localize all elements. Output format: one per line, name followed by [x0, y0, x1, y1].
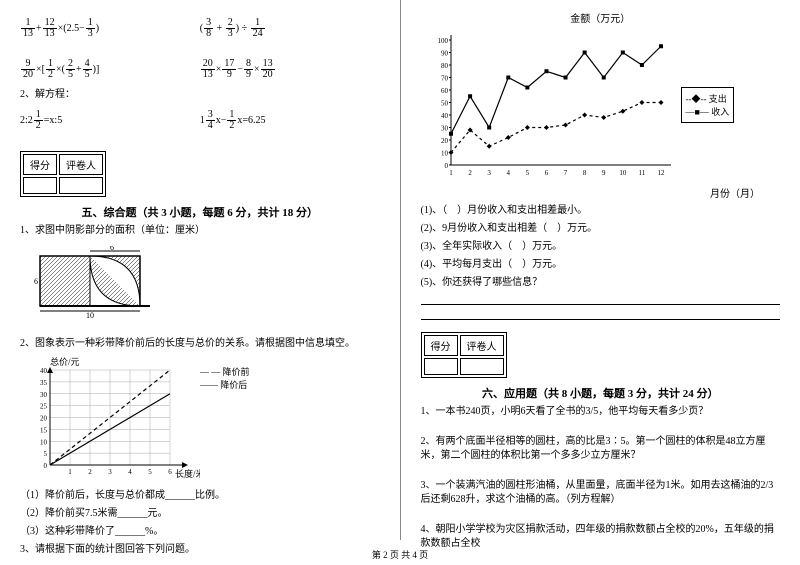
svg-text:6: 6	[168, 468, 172, 476]
svg-text:12: 12	[657, 169, 665, 177]
answer-line-2	[421, 309, 781, 320]
expr-1b: (38 + 23) ÷ 124	[200, 18, 380, 39]
svg-text:60: 60	[441, 87, 449, 95]
q5-2-1: （1）降价前后，长度与总价都成______比例。	[20, 489, 380, 503]
section-5-title: 五、综合题（共 3 小题，每题 6 分，共计 18 分）	[20, 204, 380, 220]
svg-text:4: 4	[506, 169, 510, 177]
score-label-6: 得分	[424, 335, 458, 356]
svg-text:8: 8	[582, 169, 586, 177]
svg-text:40: 40	[441, 112, 449, 120]
svg-text:0: 0	[444, 162, 448, 170]
q5-2-2: （2）降价前买7.5米需______元。	[20, 507, 380, 521]
rq4: (4)、平均每月支出（ ）万元。	[421, 258, 781, 272]
svg-text:0: 0	[44, 462, 48, 470]
svg-text:10: 10	[40, 438, 48, 446]
legend-after: 降价后	[220, 380, 247, 390]
expr-2b: 2013×179−89×1320	[200, 59, 380, 80]
svg-text:1: 1	[449, 169, 453, 177]
q6-2: 2、有两个底面半径相等的圆柱，高的比是3∶5。第一个圆柱的体积是48立方厘米，第…	[421, 435, 781, 463]
chart-title: 金额（万元）	[421, 10, 781, 25]
svg-text:11: 11	[638, 169, 645, 177]
svg-text:4: 4	[128, 468, 132, 476]
grader-label: 评卷人	[59, 154, 103, 175]
svg-text:20: 20	[40, 415, 48, 423]
shaded-figure: 6 6 10	[20, 246, 170, 326]
expr-row-2: 920×[12×(25+45)] 2013×179−89×1320	[20, 59, 380, 80]
left-column: 113+1213×(2.5−13) (38 + 23) ÷ 124 920×[1…	[0, 0, 401, 540]
grader-label-6: 评卷人	[460, 335, 504, 356]
svg-text:5: 5	[44, 450, 48, 458]
q6-3: 3、一个装满汽油的圆柱形油桶，从里面量，底面半径为1米。如用去这桶油的2/3后还…	[421, 479, 781, 507]
eq-1: 2:212=x:5	[20, 110, 200, 131]
svg-text:100: 100	[437, 37, 448, 45]
expr-1a: 113+1213×(2.5−13)	[20, 18, 200, 39]
equation-row: 2:212=x:5 134x−12x=6.25	[20, 110, 380, 131]
svg-text:3: 3	[487, 169, 491, 177]
svg-text:7: 7	[563, 169, 567, 177]
fig-top-label: 6	[110, 246, 114, 252]
x-axis-label-month: 月份（月）	[421, 185, 781, 200]
rq1: (1)、（ ）月份收入和支出相差最小。	[421, 204, 781, 218]
svg-text:20: 20	[441, 137, 449, 145]
price-legend: — — 降价前 —— 降价后	[200, 365, 250, 391]
q6-4: 4、朝阳小学学校为灾区捐款活动，四年级的捐款数额占全校的20%，五年级的捐款数额…	[421, 523, 781, 551]
svg-text:80: 80	[441, 62, 449, 70]
price-chart: 总价/元 长度/米 0 5 10 15 20 25 30 35 40 1 2 3 4 5 6	[20, 355, 200, 485]
fig-left-label: 6	[34, 277, 38, 286]
svg-text:1: 1	[68, 468, 72, 476]
q6-1: 1、一本书240页，小明6天看了全书的3/5，他平均每天看多少页？	[421, 405, 781, 419]
svg-text:90: 90	[441, 50, 449, 58]
fig-bottom-label: 10	[86, 311, 94, 320]
section-6-title: 六、应用题（共 8 小题，每题 3 分，共计 24 分）	[421, 385, 781, 401]
line-legend: --◆-- 支出 —■— 收入	[681, 87, 735, 123]
svg-text:10: 10	[441, 150, 449, 158]
rq2: (2)、9月份收入和支出相差（ ）万元。	[421, 222, 781, 236]
answer-line-1	[421, 294, 781, 305]
svg-text:15: 15	[40, 426, 48, 434]
q5-1: 1、求图中阴影部分的面积（单位：厘米）	[20, 224, 380, 238]
legend-income: —■— 收入	[686, 105, 730, 118]
svg-text:40: 40	[40, 367, 48, 375]
right-column: 金额（万元） 0102030405060708090100 1234567891…	[401, 0, 800, 540]
line-chart: 0102030405060708090100 123456789101112	[421, 25, 681, 185]
svg-text:5: 5	[525, 169, 529, 177]
equation-label: 2、解方程：	[20, 88, 380, 102]
rq3: (3)、全年实际收入（ ）万元。	[421, 240, 781, 254]
legend-before: 降价前	[223, 367, 250, 377]
y-axis-label: 总价/元	[50, 356, 80, 367]
svg-text:30: 30	[40, 391, 48, 399]
eq-2: 134x−12x=6.25	[200, 110, 380, 131]
svg-text:35: 35	[40, 379, 48, 387]
svg-text:50: 50	[441, 100, 449, 108]
q5-2-3: （3）这种彩带降价了______%。	[20, 525, 380, 539]
rq5: (5)、你还获得了哪些信息？	[421, 276, 781, 290]
legend-expense: --◆-- 支出	[686, 92, 730, 105]
score-box-6: 得分评卷人	[421, 332, 507, 378]
score-box-5: 得分评卷人	[20, 151, 106, 197]
svg-text:9: 9	[601, 169, 605, 177]
svg-text:2: 2	[468, 169, 472, 177]
svg-text:6: 6	[544, 169, 548, 177]
svg-text:2: 2	[88, 468, 92, 476]
svg-text:3: 3	[108, 468, 112, 476]
q5-2: 2、图象表示一种彩带降价前后的长度与总价的关系。请根据图中信息填空。	[20, 337, 380, 351]
svg-text:10: 10	[619, 169, 627, 177]
x-axis-label: 长度/米	[175, 468, 200, 479]
svg-text:25: 25	[40, 403, 48, 411]
expr-2a: 920×[12×(25+45)]	[20, 59, 200, 80]
page-footer: 第 2 页 共 4 页	[0, 548, 800, 561]
svg-text:5: 5	[148, 468, 152, 476]
svg-text:70: 70	[441, 75, 449, 83]
svg-text:30: 30	[441, 125, 449, 133]
score-label: 得分	[23, 154, 57, 175]
expr-row-1: 113+1213×(2.5−13) (38 + 23) ÷ 124	[20, 18, 380, 39]
